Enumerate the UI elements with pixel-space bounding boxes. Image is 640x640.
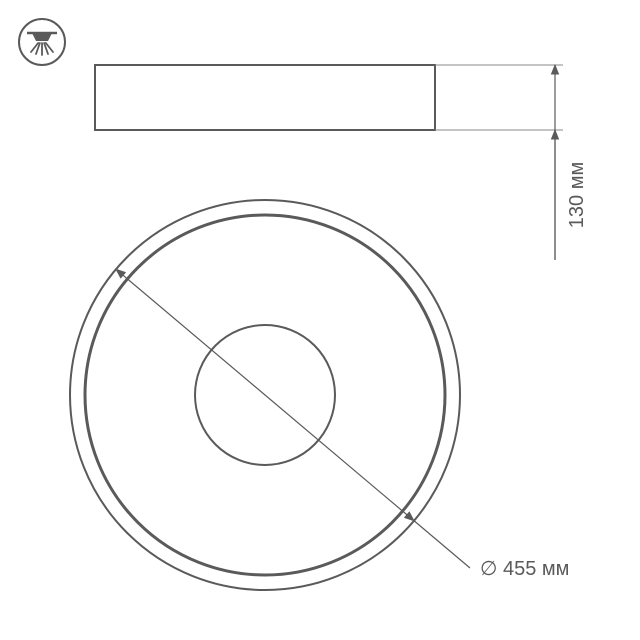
technical-drawing: 130 мм ∅ 455 мм	[0, 0, 640, 640]
height-label: 130 мм	[566, 162, 588, 228]
ceiling-light-icon	[19, 19, 65, 65]
diameter-dimension: ∅ 455 мм	[116, 269, 569, 580]
diameter-label: ∅ 455 мм	[480, 558, 569, 580]
side-view	[95, 65, 435, 130]
height-dimension: 130 мм	[435, 65, 588, 260]
